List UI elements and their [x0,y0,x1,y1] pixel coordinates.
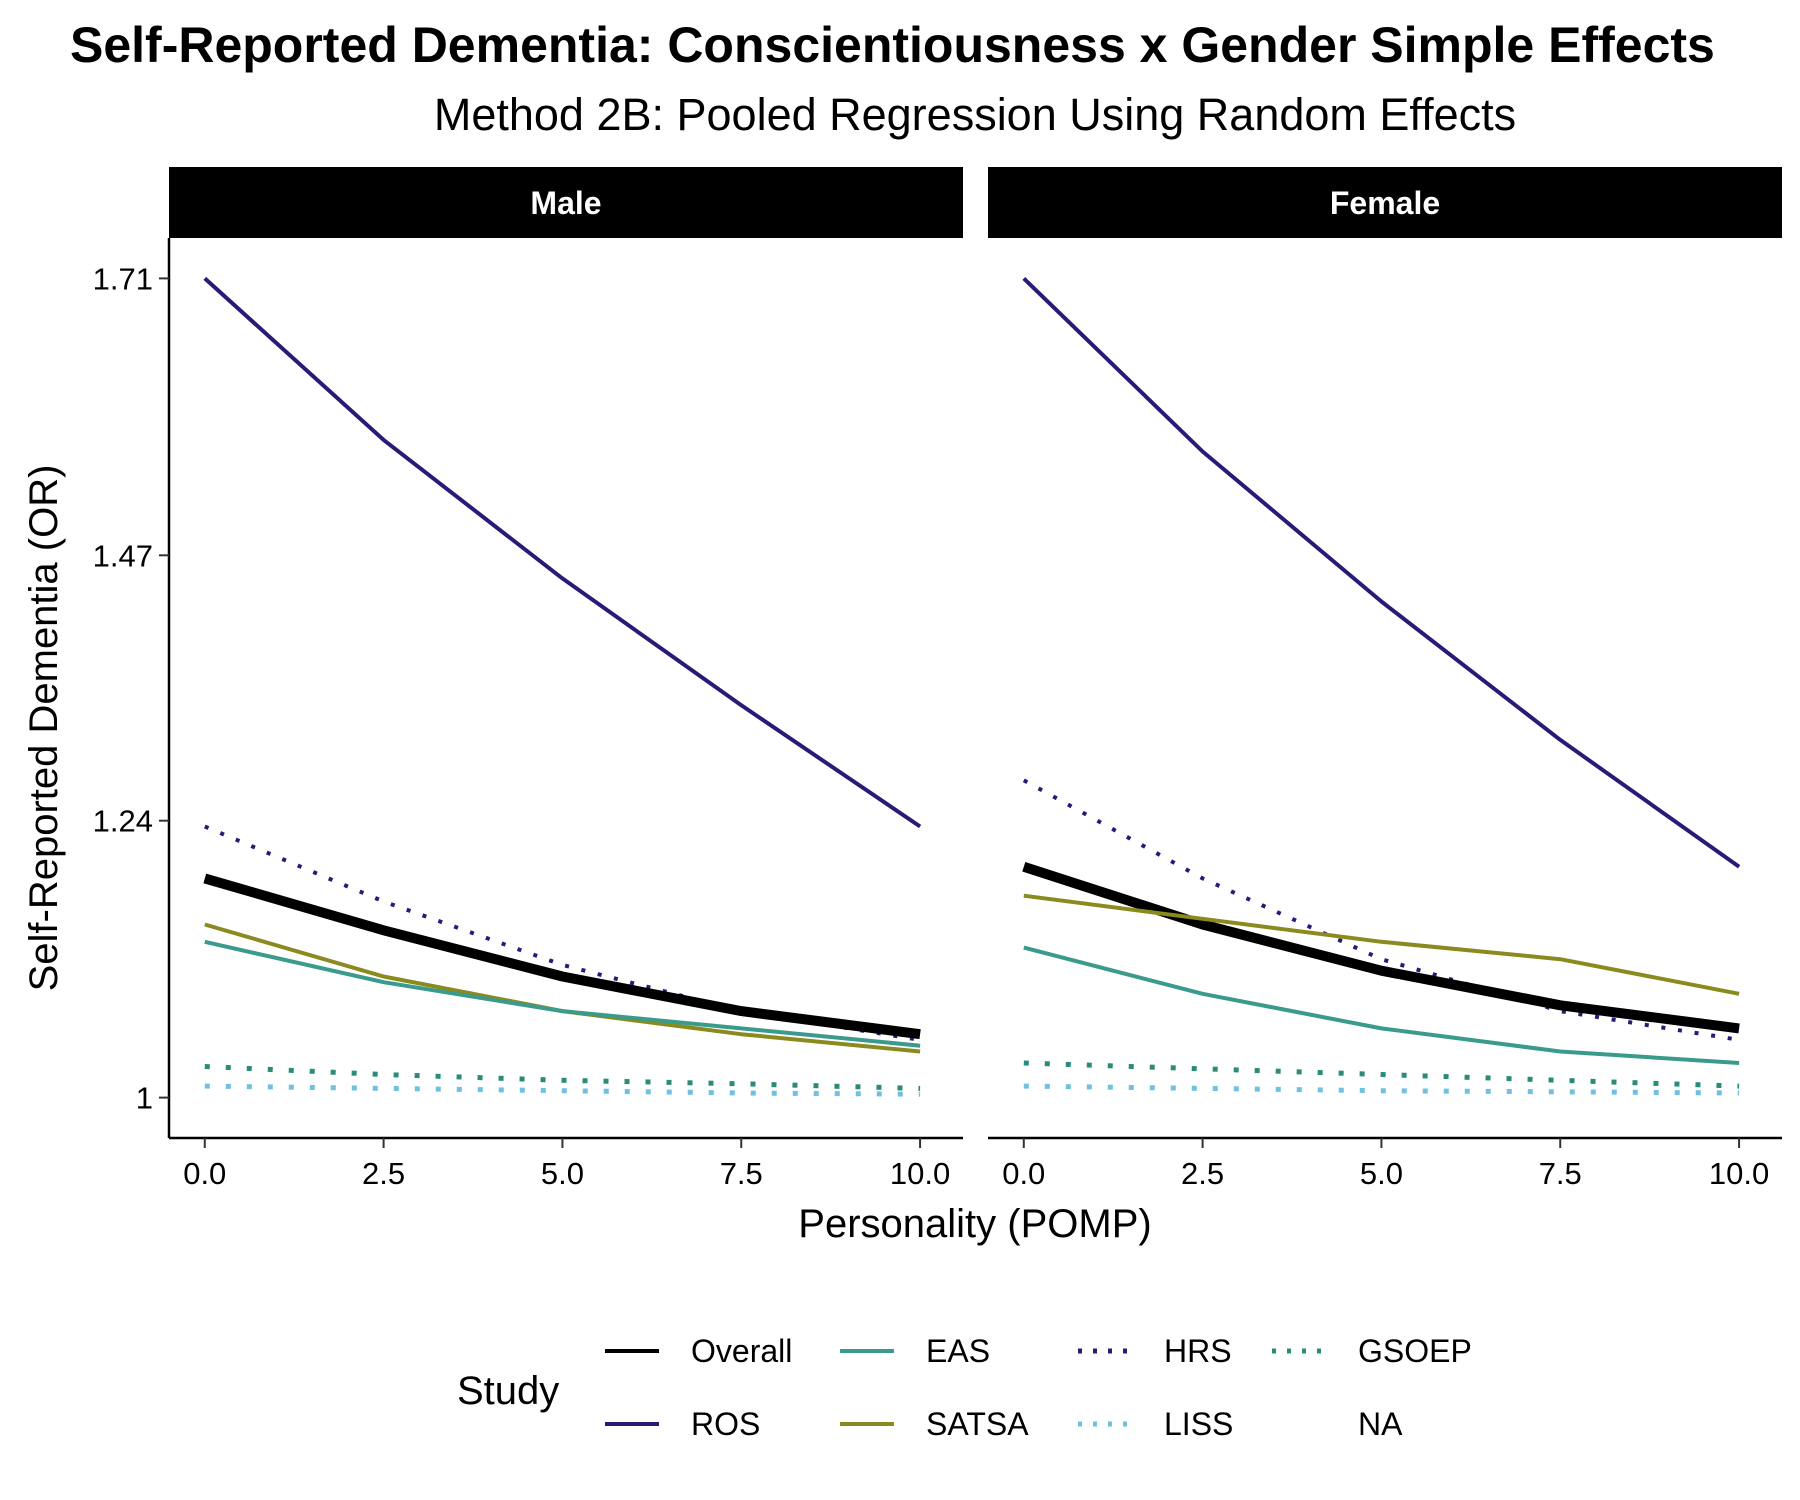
legend-label-eas: EAS [926,1333,990,1369]
x-tick-label-female: 0.0 [1002,1156,1045,1191]
x-tick-label-male: 7.5 [720,1156,763,1191]
legend-label-liss: LISS [1164,1406,1233,1442]
y-tick-label: 1.71 [93,261,153,296]
series-line-liss-male [204,1083,921,1097]
legend-label-overall: Overall [691,1333,792,1369]
y-tick-label: 1.24 [93,804,153,839]
series-line-satsa-female [1023,893,1740,996]
chart-title: Self-Reported Dementia: Conscientiousnes… [70,17,1715,73]
x-tick-label-female: 2.5 [1181,1156,1224,1191]
x-tick-label-male: 2.5 [362,1156,405,1191]
series-line-gsoep-female [1023,1060,1740,1089]
facet-label-female: Female [1330,185,1440,221]
series-line-ros-male [203,276,922,829]
series-line-eas-female [1023,945,1740,1065]
x-tick-label-female: 10.0 [1709,1156,1769,1191]
series-line-hrs-female [1022,778,1740,1042]
x-tick-label-female: 5.0 [1360,1156,1403,1191]
panel-female: 0.0 2.5 5.0 7.5 10.0 [988,276,1782,1191]
legend-label-hrs: HRS [1164,1333,1232,1369]
x-tick-label-male: 10.0 [890,1156,950,1191]
legend-label-satsa: SATSA [926,1406,1029,1442]
series-line-overall-male [203,873,921,1040]
legend-label-na: NA [1358,1406,1403,1442]
series-line-liss-female [1023,1083,1740,1096]
x-tick-label-male: 5.0 [541,1156,584,1191]
y-tick-label: 1 [136,1081,153,1116]
legend-title: Study [457,1369,559,1413]
y-axis-title: Self-Reported Dementia (OR) [22,465,66,992]
series-line-ros-female [1022,276,1741,869]
legend: Study Overall ROS EAS SATSA HRS LISS GSOEP NA [457,1333,1472,1442]
facet-label-male: Male [530,185,601,221]
series-line-gsoep-male [204,1064,921,1091]
x-axis-title: Personality (POMP) [798,1202,1151,1246]
x-tick-label-female: 7.5 [1539,1156,1582,1191]
x-tick-label-male: 0.0 [183,1156,226,1191]
facet-strip-female [988,167,1782,238]
panel-male: 0.0 2.5 5.0 7.5 10.0 1 1.24 1.47 1.71 [93,238,963,1191]
legend-label-ros: ROS [691,1406,760,1442]
chart-subtitle: Method 2B: Pooled Regression Using Rando… [434,89,1516,140]
y-tick-label: 1.47 [93,538,153,573]
series-line-eas-male [204,939,921,1048]
facet-strip-male [169,167,963,238]
legend-label-gsoep: GSOEP [1358,1333,1472,1369]
series-line-overall-female [1022,862,1740,1034]
